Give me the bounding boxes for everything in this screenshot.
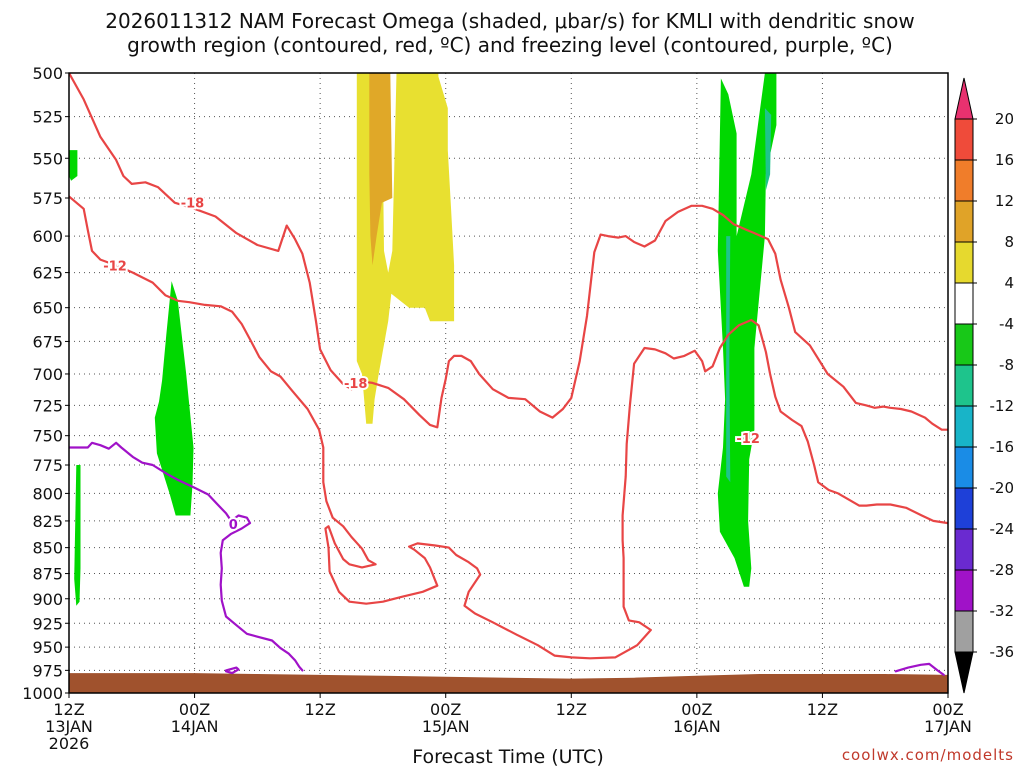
y-tick-label: 850 [32, 539, 63, 558]
omega-shaded-region [717, 73, 777, 587]
x-tick-label: 12Z [304, 700, 335, 719]
y-tick-label: 875 [32, 565, 63, 584]
x-tick-label: 15JAN [422, 717, 470, 736]
x-tick-label: 14JAN [171, 717, 219, 736]
y-tick-label: 550 [32, 149, 63, 168]
colorbar-tick-label: 12 [995, 192, 1014, 210]
contour-label: -18 [344, 377, 368, 392]
colorbar-swatch [954, 610, 974, 653]
omega-shaded-region [369, 73, 393, 266]
omega-shaded-region [69, 150, 78, 181]
plot-area: -18 -18 -12 -12 0 [68, 72, 949, 694]
y-tick-label: 500 [32, 64, 63, 83]
x-tick-label: 00Z [179, 700, 210, 719]
colorbar-swatch [954, 159, 974, 202]
colorbar-tick-label: 8 [1004, 233, 1014, 251]
colorbar: 20 16 12 8 4 -4 -8 -12 -16 -20 -24 -28 -32 -36 [954, 77, 1015, 694]
colorbar-tick-label: -32 [990, 602, 1015, 620]
colorbar-tick-label: 4 [1004, 274, 1014, 292]
y-tick-label: 925 [32, 614, 63, 633]
y-tick-label: 625 [32, 264, 63, 283]
y-tick-label: 950 [32, 638, 63, 657]
colorbar-tick-label: -8 [999, 356, 1014, 374]
contour-line [69, 73, 948, 431]
y-tick-label: 575 [32, 189, 63, 208]
contour-label: -12 [103, 259, 127, 274]
chart-title-line-1: 2026011312 NAM Forecast Omega (shaded, μ… [105, 9, 914, 33]
credit-text: coolwx.com/modelts [842, 746, 1014, 764]
x-tick-label: 13JAN [45, 717, 93, 736]
y-axis-tick-labels: 500 525 550 575 600 625 650 675 700 725 750 775 800 8… [22, 64, 69, 703]
omega-shaded-region [74, 465, 81, 606]
colorbar-arrow-top [954, 77, 974, 120]
chart-title-line-2: growth region (contoured, red, ºC) and f… [127, 33, 893, 57]
colorbar-arrow-bottom [954, 651, 974, 694]
y-tick-label: 725 [32, 396, 63, 415]
colorbar-swatch [954, 118, 974, 161]
x-tick-label: 17JAN [924, 717, 972, 736]
colorbar-swatch [954, 364, 974, 407]
colorbar-swatch [954, 405, 974, 448]
x-tick-label: 12Z [53, 700, 84, 719]
omega-shaded-region [726, 236, 731, 483]
contour-line [69, 195, 948, 660]
colorbar-tick-label: -12 [990, 397, 1015, 415]
colorbar-tick-label: 20 [995, 110, 1014, 128]
contour-label: -18 [181, 197, 205, 212]
colorbar-tick-label: -24 [990, 520, 1015, 538]
contour-line [894, 662, 945, 677]
x-tick-label: 00Z [430, 700, 461, 719]
omega-shaded-region [764, 108, 772, 191]
colorbar-swatch [954, 446, 974, 489]
colorbar-swatch [954, 487, 974, 530]
colorbar-tick-label: -28 [990, 561, 1015, 579]
colorbar-swatch [954, 241, 974, 284]
y-tick-label: 750 [32, 427, 63, 446]
x-axis-label: Forecast Time (UTC) [412, 746, 603, 768]
y-tick-label: 800 [32, 484, 63, 503]
colorbar-swatch [954, 282, 974, 325]
colorbar-tick-label: -36 [990, 643, 1015, 661]
y-tick-label: 1000 [22, 684, 63, 703]
colorbar-tick-label: 16 [995, 151, 1014, 169]
contour-line [69, 441, 304, 672]
x-tick-label: 00Z [681, 700, 712, 719]
contour-label: 0 [229, 518, 238, 533]
plot-frame [68, 72, 949, 694]
x-tick-label: 00Z [932, 700, 963, 719]
colorbar-tick-label: -4 [999, 315, 1014, 333]
plot-inner: -18 -18 -12 -12 0 [69, 73, 948, 693]
omega-shaded-region [154, 281, 194, 516]
colorbar-tick-label: -16 [990, 438, 1015, 456]
y-tick-label: 700 [32, 365, 63, 384]
y-tick-label: 900 [32, 590, 63, 609]
colorbar-swatch [954, 200, 974, 243]
colorbar-swatch [954, 528, 974, 571]
y-tick-label: 975 [32, 661, 63, 680]
y-tick-label: 775 [32, 456, 63, 475]
x-tick-label: 12Z [807, 700, 838, 719]
x-tick-label: 16JAN [673, 717, 721, 736]
contour-label: -12 [736, 432, 760, 447]
y-tick-label: 650 [32, 299, 63, 318]
colorbar-swatch [954, 569, 974, 612]
y-tick-label: 600 [32, 227, 63, 246]
colorbar-tick-label: -20 [990, 479, 1015, 497]
ground-fill [69, 673, 948, 693]
plot-background [69, 73, 948, 693]
x-tick-label: 12Z [556, 700, 587, 719]
x-tick-label: 2026 [49, 734, 90, 753]
y-tick-label: 675 [32, 332, 63, 351]
contour-line [224, 666, 240, 675]
y-tick-label: 825 [32, 512, 63, 531]
colorbar-swatch [954, 323, 974, 366]
y-tick-label: 525 [32, 108, 63, 127]
